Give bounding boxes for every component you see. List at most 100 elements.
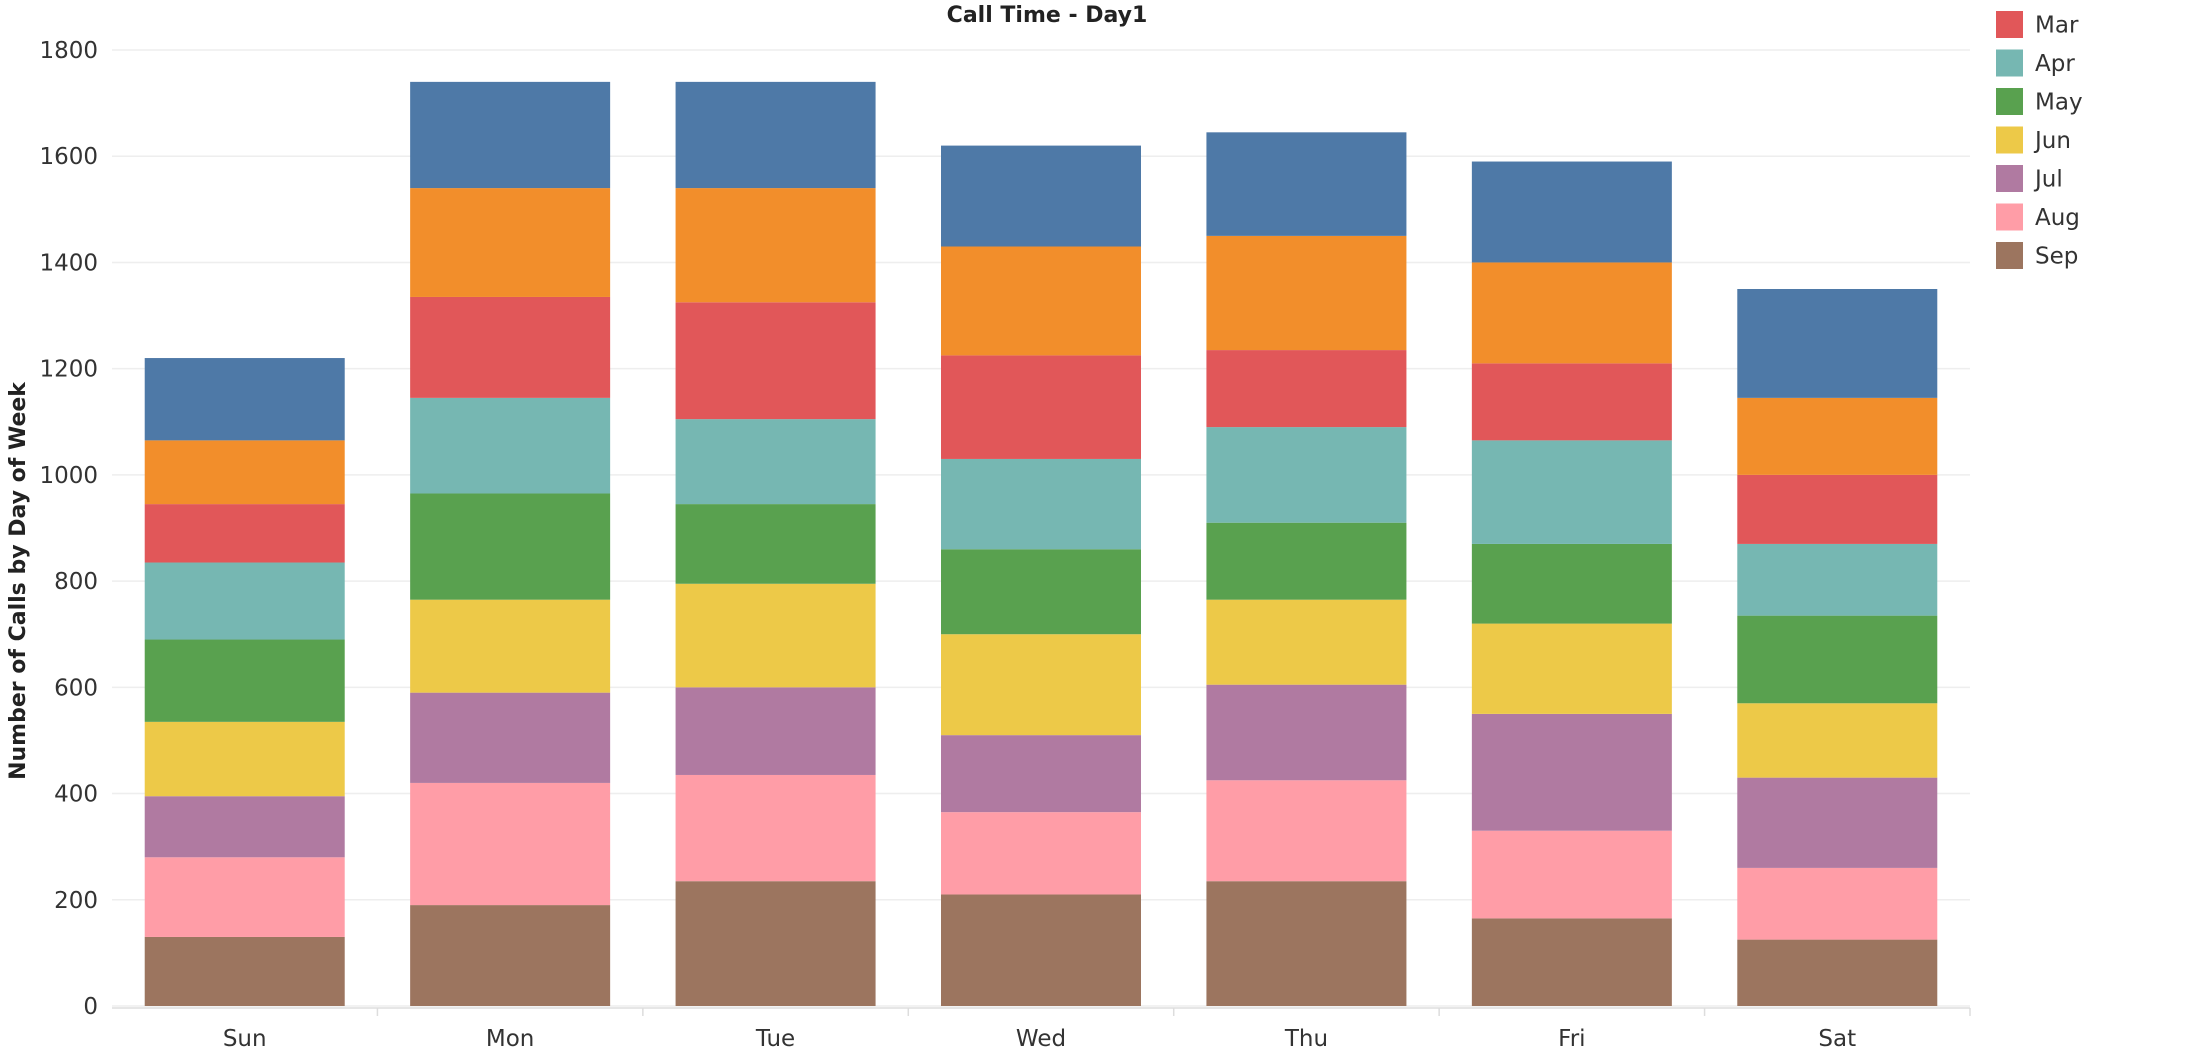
bar-segment-wed-jun[interactable]	[941, 634, 1141, 736]
bar-segment-wed-sep[interactable]	[941, 894, 1141, 1006]
legend-swatch-apr[interactable]	[1996, 49, 2023, 77]
bar-segment-sun-aug[interactable]	[144, 857, 345, 937]
bar-segment-mon-may[interactable]	[410, 493, 611, 600]
y-tick-label: 800	[54, 569, 98, 595]
bar-segment-sun-apr[interactable]	[144, 562, 345, 640]
bar-segment-mon-jul[interactable]	[410, 692, 611, 783]
bar-segment-tue-mar[interactable]	[675, 302, 876, 420]
x-tick-label: Fri	[1558, 1026, 1585, 1052]
legend-swatch-mar[interactable]	[1996, 11, 2023, 38]
chart-title: Call Time - Day1	[947, 3, 1148, 28]
bar-segment-thu-aug[interactable]	[1206, 780, 1407, 882]
legend-label-jun: Jun	[2033, 128, 2071, 154]
bar-segment-wed-aug[interactable]	[941, 812, 1141, 895]
bar-segment-thu-jul[interactable]	[1206, 684, 1407, 781]
bar-segment-mon-sep[interactable]	[410, 905, 611, 1006]
bar-segment-thu-sep[interactable]	[1206, 881, 1407, 1006]
x-tick-label: Mon	[486, 1026, 535, 1052]
bar-segment-mon-jan[interactable]	[410, 81, 611, 189]
bar-segment-fri-feb[interactable]	[1471, 262, 1672, 364]
bar-segment-sat-may[interactable]	[1737, 615, 1938, 704]
bar-segment-fri-aug[interactable]	[1471, 830, 1672, 919]
x-tick-label: Tue	[755, 1026, 795, 1052]
legend-label-sep: Sep	[2035, 244, 2078, 270]
y-tick-label: 200	[54, 888, 98, 914]
bar-segment-sat-mar[interactable]	[1737, 474, 1938, 544]
bar-segment-mon-jun[interactable]	[410, 599, 611, 693]
bar-segment-wed-apr[interactable]	[941, 458, 1141, 550]
x-tick-label: Sat	[1818, 1026, 1856, 1052]
bar-segment-sun-sep[interactable]	[144, 936, 345, 1006]
legend: FebMarAprMayJunJulAugSep	[1996, 11, 2083, 270]
legend-label-jul: Jul	[2033, 167, 2063, 193]
legend-swatch-sep[interactable]	[1996, 242, 2023, 269]
bar-segment-thu-jun[interactable]	[1206, 599, 1407, 685]
bar-segment-fri-apr[interactable]	[1471, 440, 1672, 544]
bar-segment-wed-jan[interactable]	[941, 145, 1141, 247]
bar-segment-tue-jan[interactable]	[675, 81, 876, 189]
bar-segment-tue-jul[interactable]	[675, 687, 876, 775]
bar-segment-thu-apr[interactable]	[1206, 427, 1407, 523]
bar-segment-sun-jul[interactable]	[144, 796, 345, 858]
y-tick-label: 1800	[39, 38, 98, 64]
bar-segment-mon-mar[interactable]	[410, 296, 611, 398]
bar-segment-tue-may[interactable]	[675, 504, 876, 584]
bar-segment-fri-jan[interactable]	[1471, 161, 1672, 263]
bar-segment-wed-feb[interactable]	[941, 246, 1141, 356]
bars-layer	[144, 81, 1938, 1006]
bar-segment-fri-may[interactable]	[1471, 543, 1672, 624]
bar-segment-tue-sep[interactable]	[675, 881, 876, 1006]
bar-segment-wed-jul[interactable]	[941, 735, 1141, 813]
legend-label-aug: Aug	[2035, 205, 2080, 231]
bar-segment-fri-jul[interactable]	[1471, 713, 1672, 831]
bar-segment-sat-aug[interactable]	[1737, 867, 1938, 940]
bar-segment-wed-mar[interactable]	[941, 355, 1141, 459]
bar-segment-thu-mar[interactable]	[1206, 350, 1407, 428]
bar-segment-sat-feb[interactable]	[1737, 397, 1938, 475]
y-tick-label: 600	[54, 675, 98, 701]
bar-segment-sat-sep[interactable]	[1737, 939, 1938, 1006]
x-tick-label: Thu	[1284, 1026, 1328, 1052]
bar-segment-sun-jan[interactable]	[144, 358, 345, 441]
bar-segment-sat-jun[interactable]	[1737, 703, 1938, 778]
bar-segment-sat-apr[interactable]	[1737, 543, 1938, 616]
y-tick-label: 1200	[39, 357, 98, 383]
bar-segment-thu-feb[interactable]	[1206, 235, 1407, 351]
legend-swatch-jul[interactable]	[1996, 165, 2023, 192]
x-tick-label: Wed	[1016, 1026, 1066, 1052]
bar-segment-fri-mar[interactable]	[1471, 363, 1672, 441]
bar-segment-sun-may[interactable]	[144, 639, 345, 722]
y-tick-label: 1400	[39, 250, 98, 276]
legend-label-mar: Mar	[2035, 13, 2079, 39]
y-tick-label: 400	[54, 782, 98, 808]
bar-segment-sat-jan[interactable]	[1737, 289, 1938, 398]
bar-segment-tue-apr[interactable]	[675, 419, 876, 505]
bar-segment-fri-sep[interactable]	[1471, 918, 1672, 1006]
bar-segment-thu-jan[interactable]	[1206, 132, 1407, 236]
bar-segment-tue-feb[interactable]	[675, 188, 876, 303]
bar-segment-sun-feb[interactable]	[144, 440, 345, 505]
legend-swatch-may[interactable]	[1996, 88, 2023, 115]
bar-segment-tue-jun[interactable]	[675, 583, 876, 688]
y-tick-label: 1000	[39, 463, 98, 489]
bar-segment-mon-feb[interactable]	[410, 188, 611, 297]
x-tick-label: Sun	[223, 1026, 267, 1052]
bar-segment-sat-jul[interactable]	[1737, 777, 1938, 868]
axis-layer: 0 200 400 600 800 1000 1200 1400 1600 1800 Sun Mon T…	[39, 38, 1971, 1052]
bar-segment-mon-aug[interactable]	[410, 782, 611, 906]
bar-segment-wed-may[interactable]	[941, 549, 1141, 635]
legend-label-apr: Apr	[2035, 51, 2075, 77]
bar-segment-sun-mar[interactable]	[144, 504, 345, 563]
bar-segment-tue-aug[interactable]	[675, 774, 876, 882]
legend-swatch-jun[interactable]	[1996, 126, 2023, 154]
bar-segment-fri-jun[interactable]	[1471, 623, 1672, 714]
bar-segment-thu-may[interactable]	[1206, 522, 1407, 600]
bar-segment-sun-jun[interactable]	[144, 721, 345, 797]
bar-segment-mon-apr[interactable]	[410, 397, 611, 494]
y-axis-label: Number of Calls by Day of Week	[6, 381, 31, 780]
legend-swatch-aug[interactable]	[1996, 203, 2023, 231]
legend-label-may: May	[2035, 90, 2083, 116]
y-tick-label: 0	[83, 994, 98, 1020]
y-tick-label: 1600	[39, 144, 98, 170]
